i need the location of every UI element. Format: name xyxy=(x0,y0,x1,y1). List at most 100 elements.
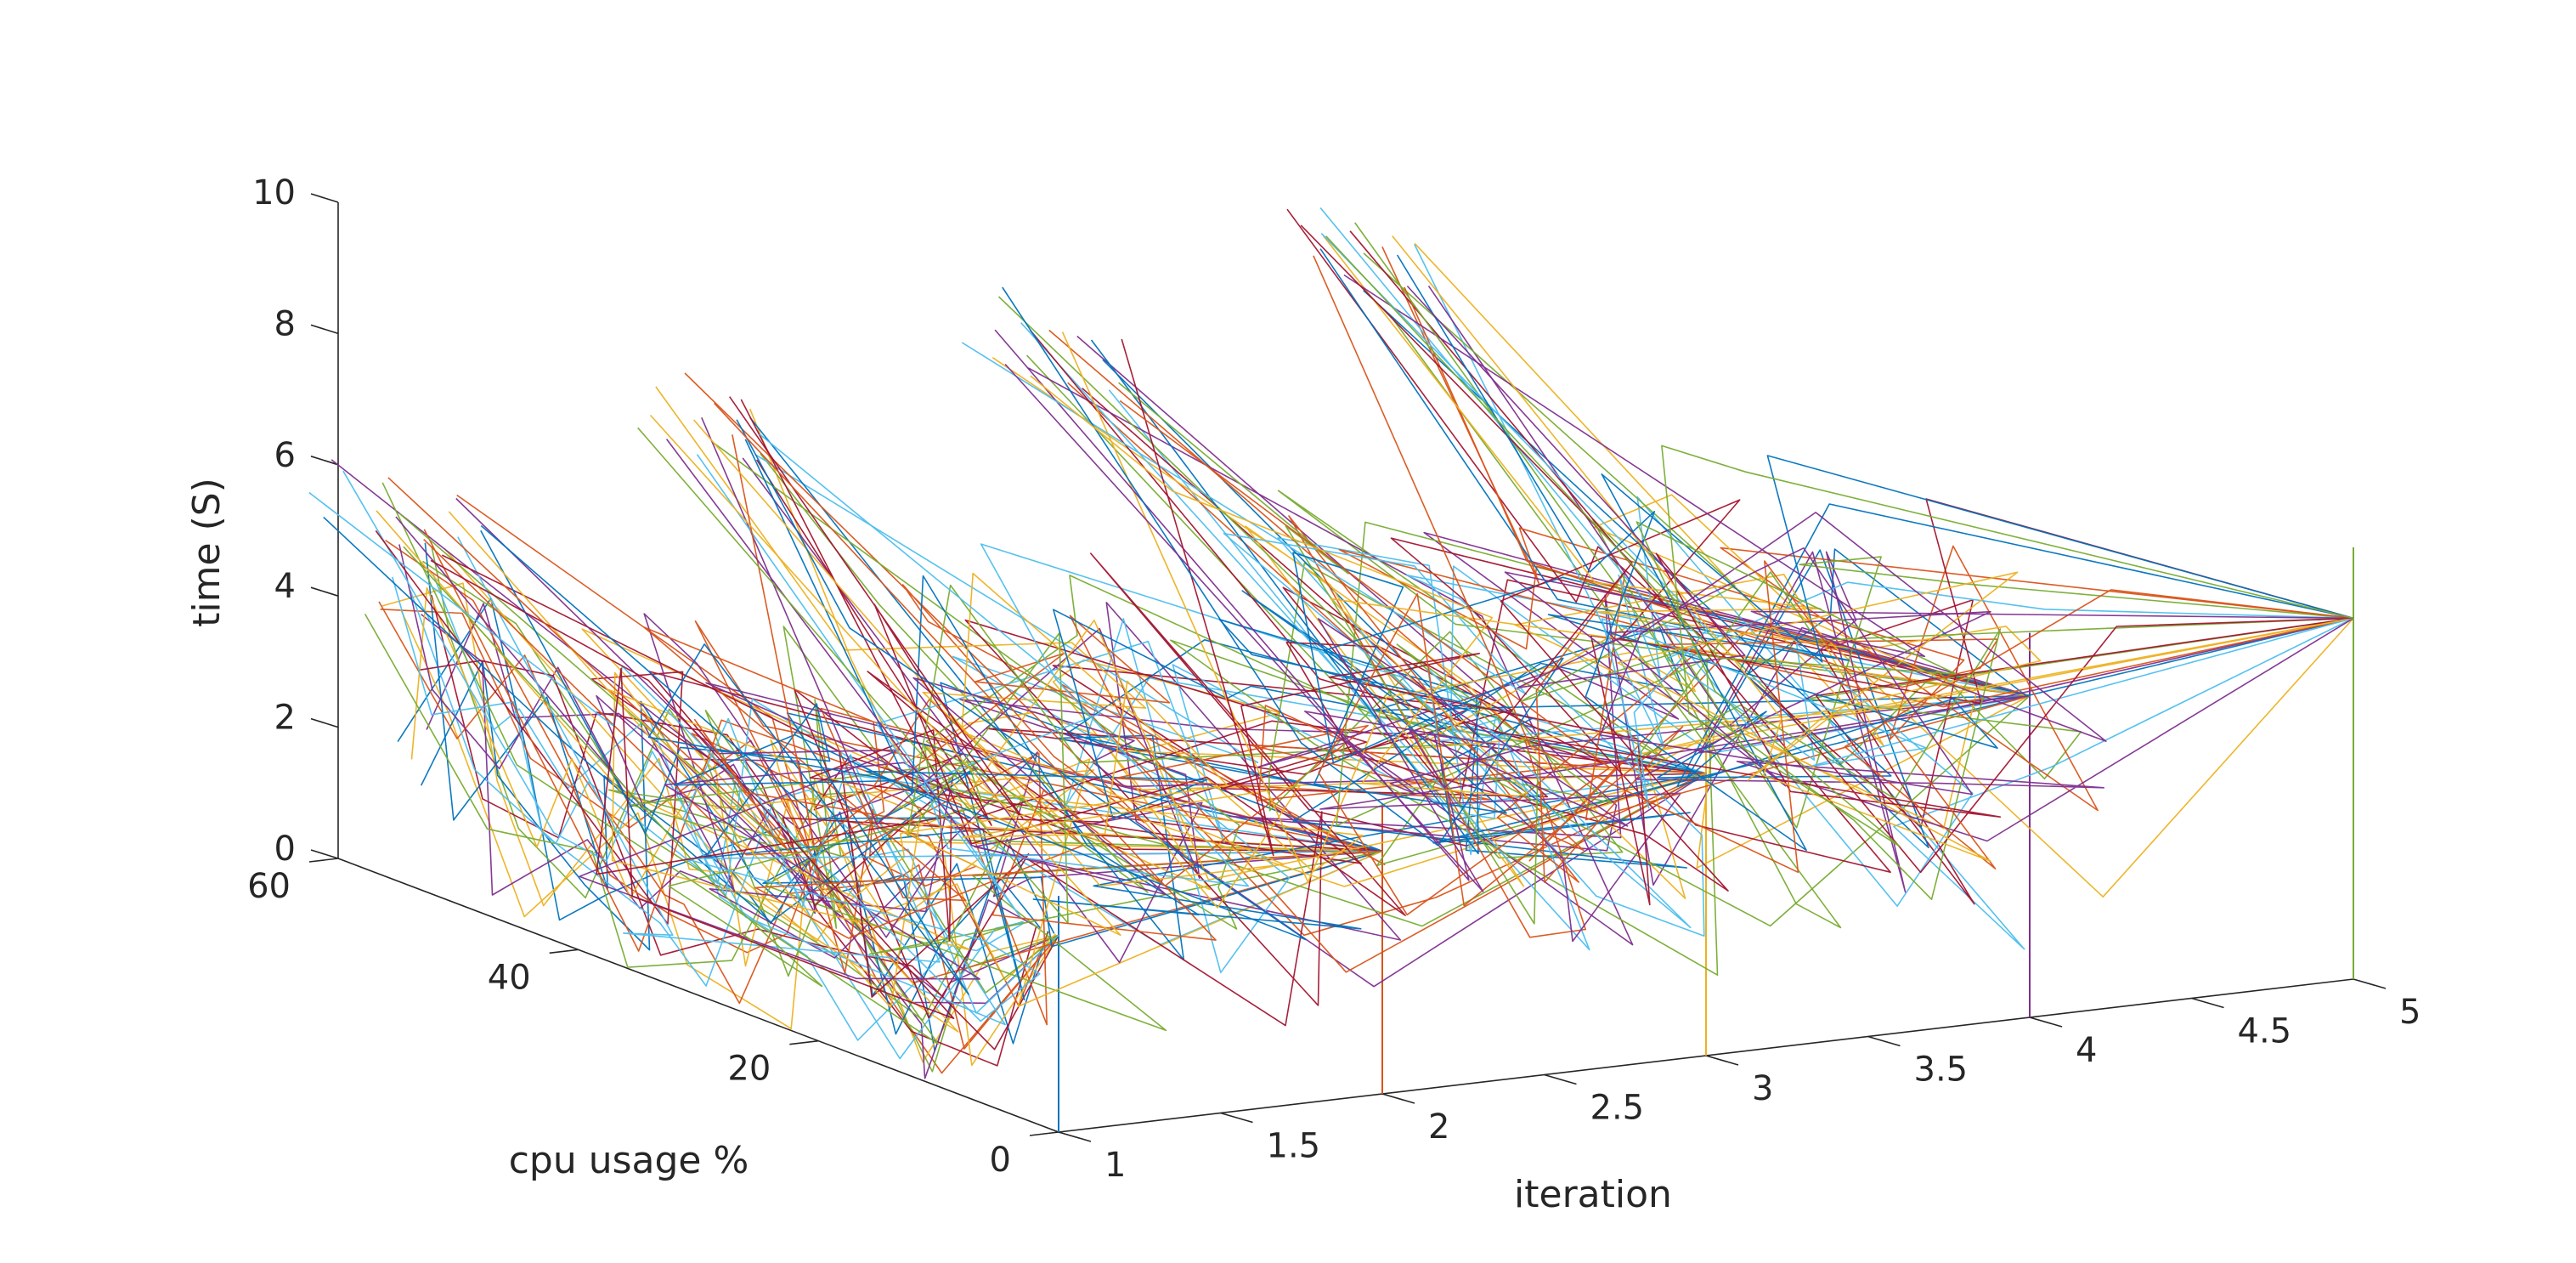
x-tick-mark xyxy=(2029,1017,2063,1028)
z-tick-mark xyxy=(310,586,339,597)
x-tick-mark xyxy=(1220,1112,1253,1124)
y-axis-line xyxy=(337,858,1059,1133)
x-tick-mark xyxy=(1058,1131,1092,1142)
data-trace-line xyxy=(1121,338,2031,906)
data-trace-line xyxy=(649,414,1707,937)
y-tick-mark xyxy=(549,949,579,954)
data-trace-line xyxy=(749,408,1707,790)
x-tick-label: 4.5 xyxy=(2238,1012,2292,1051)
y-tick-label: 60 xyxy=(247,867,291,906)
data-trace-line xyxy=(1392,235,2354,862)
x-tick-label: 3.5 xyxy=(1914,1051,1969,1090)
data-trace-line xyxy=(1396,254,2354,852)
data-trace-line xyxy=(1061,331,2031,883)
z-tick-label: 4 xyxy=(274,567,296,606)
data-trace-line xyxy=(420,660,1049,1045)
data-trace-line xyxy=(423,529,1383,1026)
data-trace-line xyxy=(381,482,1383,1045)
data-trace-line xyxy=(655,386,1707,891)
data-trace-line xyxy=(1313,255,2354,874)
data-trace-line xyxy=(1300,224,2354,874)
data-trace-line xyxy=(637,427,1707,924)
x-tick-label: 3 xyxy=(1752,1069,1773,1108)
data-trace-line xyxy=(1319,207,2354,907)
y-tick-label: 0 xyxy=(990,1141,1011,1180)
data-traces xyxy=(308,207,2354,1132)
data-trace-line xyxy=(1119,399,2031,916)
x-tick-mark xyxy=(2191,997,2224,1009)
data-trace-line xyxy=(1020,322,2031,951)
x-tick-label: 4 xyxy=(2076,1031,2097,1070)
data-trace-line xyxy=(1048,329,2031,938)
data-trace-line xyxy=(403,546,1383,988)
data-trace-line xyxy=(729,396,1707,916)
data-trace-line xyxy=(364,614,1059,994)
x-tick-mark xyxy=(1544,1073,1577,1085)
x-tick-mark xyxy=(1381,1093,1415,1104)
x-tick-mark xyxy=(2353,978,2387,989)
z-axis-label: time (S) xyxy=(185,478,229,627)
z-tick-label: 6 xyxy=(274,436,296,475)
data-trace-line xyxy=(665,439,1707,896)
data-trace-line xyxy=(1363,252,2354,829)
data-trace-line xyxy=(756,459,1707,864)
data-trace-line xyxy=(1082,388,2031,807)
data-trace-line xyxy=(387,477,1383,939)
y-tick-label: 40 xyxy=(488,958,531,997)
data-trace-line xyxy=(1404,286,2354,708)
y-tick-mark xyxy=(308,858,339,863)
x-tick-mark xyxy=(1705,1055,1739,1066)
data-trace-line xyxy=(1427,285,2354,893)
data-trace-line xyxy=(385,539,1049,1006)
data-trace-line xyxy=(342,470,1383,1026)
x-tick-mark xyxy=(1867,1035,1901,1047)
axis-labels: iteration cpu usage % time (S) xyxy=(185,478,1672,1216)
data-trace-line xyxy=(423,539,1383,902)
data-trace-line xyxy=(1325,235,2354,847)
data-trace-line xyxy=(684,372,1707,937)
data-trace-line xyxy=(441,554,1383,1019)
data-trace-line xyxy=(1002,286,2031,847)
data-trace-line xyxy=(1387,313,2354,929)
y-tick-mark xyxy=(789,1039,819,1045)
z-tick-mark xyxy=(310,456,339,466)
y-tick-mark xyxy=(1029,1131,1059,1136)
x-tick-label: 5 xyxy=(2399,993,2421,1032)
x-tick-label: 2 xyxy=(1428,1107,1449,1147)
data-trace-line xyxy=(1343,274,2354,842)
data-trace-line xyxy=(740,399,1707,1027)
data-trace-line xyxy=(455,497,1383,980)
z-tick-label: 2 xyxy=(274,699,296,738)
data-trace-line xyxy=(994,329,2031,943)
z-tick-mark xyxy=(310,193,339,203)
data-trace-line xyxy=(1406,285,2354,796)
data-trace-line xyxy=(457,536,1383,963)
z-tick-label: 10 xyxy=(252,173,296,212)
data-trace-line xyxy=(1363,290,2354,849)
data-trace-line xyxy=(1004,363,2031,892)
data-trace-line xyxy=(1414,244,2354,950)
data-trace-line xyxy=(961,342,2031,929)
data-trace-line xyxy=(376,510,1383,951)
data-trace-line xyxy=(1349,230,2354,873)
z-tick-mark xyxy=(310,717,339,728)
z-tick-mark xyxy=(310,324,339,335)
data-trace-line xyxy=(1354,222,2354,900)
z-tick-label: 0 xyxy=(274,830,296,869)
data-trace-line xyxy=(418,660,1059,1051)
z-tick-mark xyxy=(310,849,339,859)
x-tick-label: 2.5 xyxy=(1590,1089,1645,1128)
x-tick-label: 1 xyxy=(1104,1146,1126,1185)
data-trace-line xyxy=(1030,375,2031,797)
y-tick-label: 20 xyxy=(727,1050,771,1089)
data-trace-line xyxy=(744,439,1707,930)
x-axis-label: iteration xyxy=(1514,1173,1672,1216)
y-axis-label: cpu usage % xyxy=(509,1139,749,1182)
data-trace-line xyxy=(1320,233,2354,809)
data-trace-line xyxy=(399,609,1059,1063)
data-trace-line xyxy=(759,433,1707,887)
data-trace-line xyxy=(330,459,1383,959)
